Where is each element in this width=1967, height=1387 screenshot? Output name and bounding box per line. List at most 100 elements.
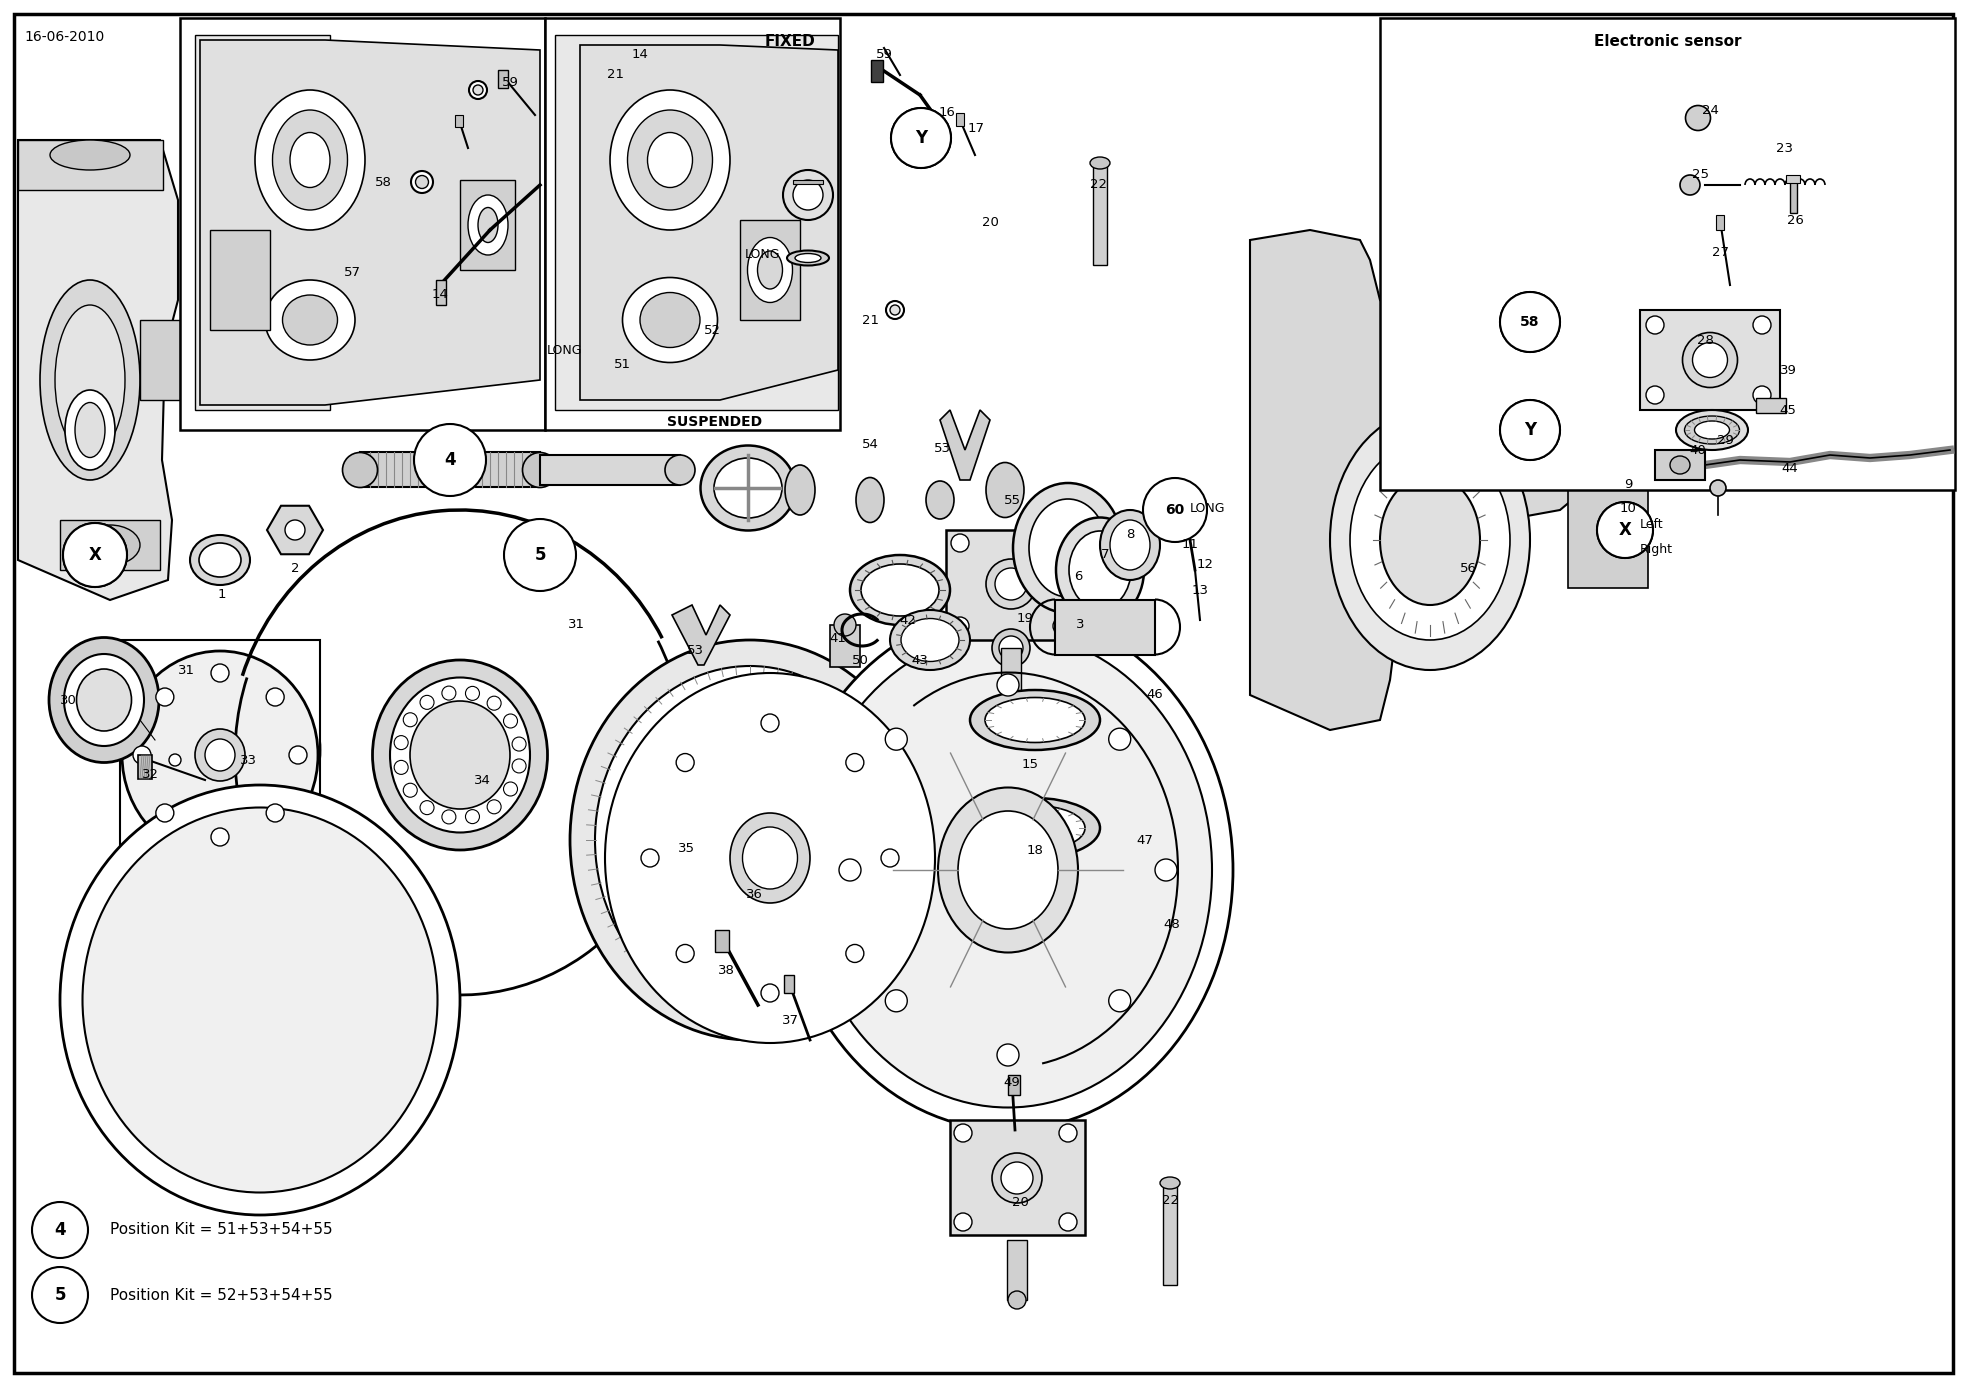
Text: Y: Y	[915, 129, 926, 147]
Text: 18: 18	[1027, 843, 1043, 857]
Ellipse shape	[1646, 386, 1664, 404]
Text: Position Kit = 51+53+54+55: Position Kit = 51+53+54+55	[110, 1222, 332, 1237]
Circle shape	[1597, 502, 1652, 558]
Ellipse shape	[77, 669, 132, 731]
Ellipse shape	[787, 251, 828, 265]
Bar	[61, 520, 159, 570]
Ellipse shape	[970, 689, 1100, 750]
Ellipse shape	[954, 1214, 972, 1232]
Ellipse shape	[1068, 531, 1131, 609]
Text: 1: 1	[218, 588, 226, 602]
Polygon shape	[268, 506, 323, 555]
Polygon shape	[120, 639, 321, 870]
Text: 46: 46	[1147, 688, 1162, 702]
Circle shape	[413, 424, 486, 497]
Text: 4: 4	[55, 1221, 65, 1239]
Text: 13: 13	[1192, 584, 1208, 596]
Ellipse shape	[393, 735, 409, 749]
Ellipse shape	[805, 632, 1212, 1107]
Bar	[785, 975, 795, 993]
Circle shape	[1501, 293, 1560, 352]
Ellipse shape	[714, 458, 783, 517]
Ellipse shape	[761, 714, 779, 732]
Text: 33: 33	[240, 753, 256, 767]
Ellipse shape	[155, 688, 173, 706]
Ellipse shape	[885, 728, 907, 750]
Bar	[545, 18, 840, 430]
Polygon shape	[673, 605, 730, 664]
Ellipse shape	[834, 614, 856, 637]
Ellipse shape	[1330, 411, 1530, 670]
Text: 60: 60	[1164, 503, 1184, 517]
Ellipse shape	[594, 666, 905, 1014]
Ellipse shape	[523, 452, 557, 487]
Bar	[1654, 449, 1705, 480]
Ellipse shape	[210, 828, 228, 846]
Circle shape	[1597, 502, 1652, 558]
Text: 28: 28	[1698, 333, 1713, 347]
Text: 52: 52	[704, 323, 720, 337]
Ellipse shape	[49, 638, 159, 763]
Ellipse shape	[610, 90, 730, 230]
Ellipse shape	[472, 85, 484, 94]
Text: 19: 19	[1017, 612, 1033, 624]
Text: 53: 53	[934, 441, 950, 455]
Ellipse shape	[488, 800, 502, 814]
Text: 5: 5	[535, 546, 545, 565]
Ellipse shape	[65, 390, 114, 470]
Bar	[1786, 175, 1800, 183]
Bar	[138, 755, 151, 779]
Ellipse shape	[1013, 483, 1123, 613]
Text: 53: 53	[686, 644, 704, 656]
Ellipse shape	[885, 990, 907, 1011]
Ellipse shape	[985, 806, 1086, 850]
Text: 58: 58	[374, 176, 391, 189]
Ellipse shape	[199, 542, 242, 577]
Bar	[1007, 1075, 1021, 1094]
Ellipse shape	[266, 280, 354, 361]
Text: 14: 14	[631, 49, 649, 61]
Bar	[1568, 488, 1648, 588]
Ellipse shape	[950, 534, 970, 552]
Ellipse shape	[850, 555, 950, 626]
Ellipse shape	[210, 664, 228, 682]
Circle shape	[1501, 293, 1560, 352]
Text: 58: 58	[1520, 315, 1540, 329]
Bar	[1007, 1240, 1027, 1300]
Ellipse shape	[289, 746, 307, 764]
Text: Electronic sensor: Electronic sensor	[1593, 35, 1741, 49]
Ellipse shape	[747, 237, 793, 302]
Text: 49: 49	[1003, 1075, 1021, 1089]
Text: SUSPENDED: SUSPENDED	[667, 415, 763, 429]
Text: 38: 38	[718, 964, 734, 976]
Polygon shape	[1249, 230, 1599, 730]
Bar	[1001, 648, 1021, 718]
Ellipse shape	[468, 80, 488, 98]
Ellipse shape	[677, 753, 694, 771]
Bar	[454, 115, 462, 128]
Ellipse shape	[1680, 175, 1699, 196]
Ellipse shape	[1670, 456, 1690, 474]
Bar	[140, 320, 181, 399]
Text: 37: 37	[781, 1014, 799, 1026]
Ellipse shape	[1686, 105, 1711, 130]
Ellipse shape	[1029, 499, 1107, 596]
Ellipse shape	[393, 760, 409, 774]
Ellipse shape	[504, 782, 517, 796]
Polygon shape	[940, 411, 989, 480]
Ellipse shape	[1155, 859, 1176, 881]
Ellipse shape	[627, 110, 712, 209]
Ellipse shape	[846, 945, 864, 963]
Ellipse shape	[730, 813, 810, 903]
Ellipse shape	[1692, 343, 1727, 377]
Ellipse shape	[1682, 333, 1737, 387]
Polygon shape	[18, 140, 177, 601]
Text: 23: 23	[1776, 141, 1792, 154]
Ellipse shape	[1709, 480, 1725, 497]
Text: 5: 5	[55, 1286, 65, 1304]
Text: 22: 22	[1161, 1193, 1178, 1207]
Text: 35: 35	[677, 842, 694, 854]
Ellipse shape	[1090, 157, 1109, 169]
Ellipse shape	[1007, 1291, 1027, 1309]
Ellipse shape	[757, 251, 783, 288]
